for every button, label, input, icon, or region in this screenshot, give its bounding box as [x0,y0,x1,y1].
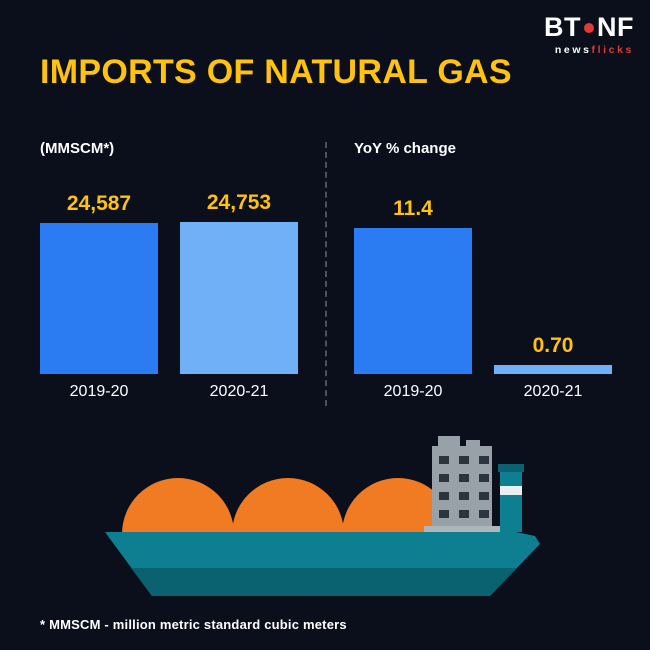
charts-row: (MMSCM*) 24,587 2019-20 24,753 2020-21 Y… [40,140,612,406]
tower-window-icon [439,492,449,500]
ship-hull-bottom-band [131,568,517,596]
chart-title-mmscm: (MMSCM*) [40,140,115,157]
bar-column: 11.4 2019-20 [354,197,472,402]
bar-2019-20-imports [40,222,158,374]
tower-window-icon [459,492,469,500]
tower-window-icon [479,492,489,500]
chart-imports-mmscm: (MMSCM*) 24,587 2019-20 24,753 2020-21 [40,140,298,406]
logo-red-dot-icon [584,22,594,33]
ship-illustration [102,430,542,607]
bar-category-label: 2020-21 [523,383,583,400]
tower-window-icon [439,456,449,464]
logo-tagline-flicks: flicks [591,44,634,56]
bar-2019-20-yoy [354,228,472,374]
tower-window-icon [459,456,469,464]
tower-window-icon [479,510,489,518]
bar-2020-21-imports [180,221,298,374]
bar-column: 0.70 2020-21 [494,334,612,402]
chart-yoy-change: YoY % change 11.4 2019-20 0.70 2020-21 [354,140,612,406]
tower-window-icon [479,456,489,464]
footnote: * MMSCM - million metric standard cubic … [40,617,347,632]
tower-window-icon [459,474,469,482]
bar-category-label: 2019-20 [69,383,129,400]
logo-tagline: newsflicks [544,44,634,56]
tower-window-icon [459,510,469,518]
plot-area-mmscm: 24,587 2019-20 24,753 2020-21 [40,164,298,402]
bar-column: 24,587 2019-20 [40,192,158,402]
bar-value-label: 0.70 [532,334,574,358]
tower-deck [424,526,502,536]
tower-window-icon [439,474,449,482]
bar-value-label: 24,587 [66,191,132,215]
funnel-cap [498,464,524,472]
tower-top-block-icon [438,436,460,448]
vertical-dashed-divider [325,142,327,406]
bar-category-label: 2020-21 [209,383,269,400]
tower-top-block-icon [466,440,480,448]
plot-area-yoy: 11.4 2019-20 0.70 2020-21 [354,164,612,402]
funnel [500,472,522,532]
bar-value-label: 24,753 [206,190,272,214]
bar-value-label: 11.4 [393,197,433,221]
logo-nf-text: NF [597,12,634,42]
logo-row: BT NF [544,12,634,43]
funnel-stripe [500,486,522,495]
bar-column: 24,753 2020-21 [180,191,298,402]
lng-tanker-svg [105,436,540,596]
chart-title-yoy: YoY % change [354,140,456,157]
logo-tagline-news: news [554,44,592,56]
tower-window-icon [439,510,449,518]
bar-2020-21-yoy [494,365,612,374]
tower-window-icon [479,474,489,482]
logo-bt-text: BT [544,12,581,42]
btnf-logo: BT NF newsflicks [544,12,634,56]
bar-category-label: 2019-20 [383,383,443,400]
page-title: IMPORTS OF NATURAL GAS [40,53,512,91]
